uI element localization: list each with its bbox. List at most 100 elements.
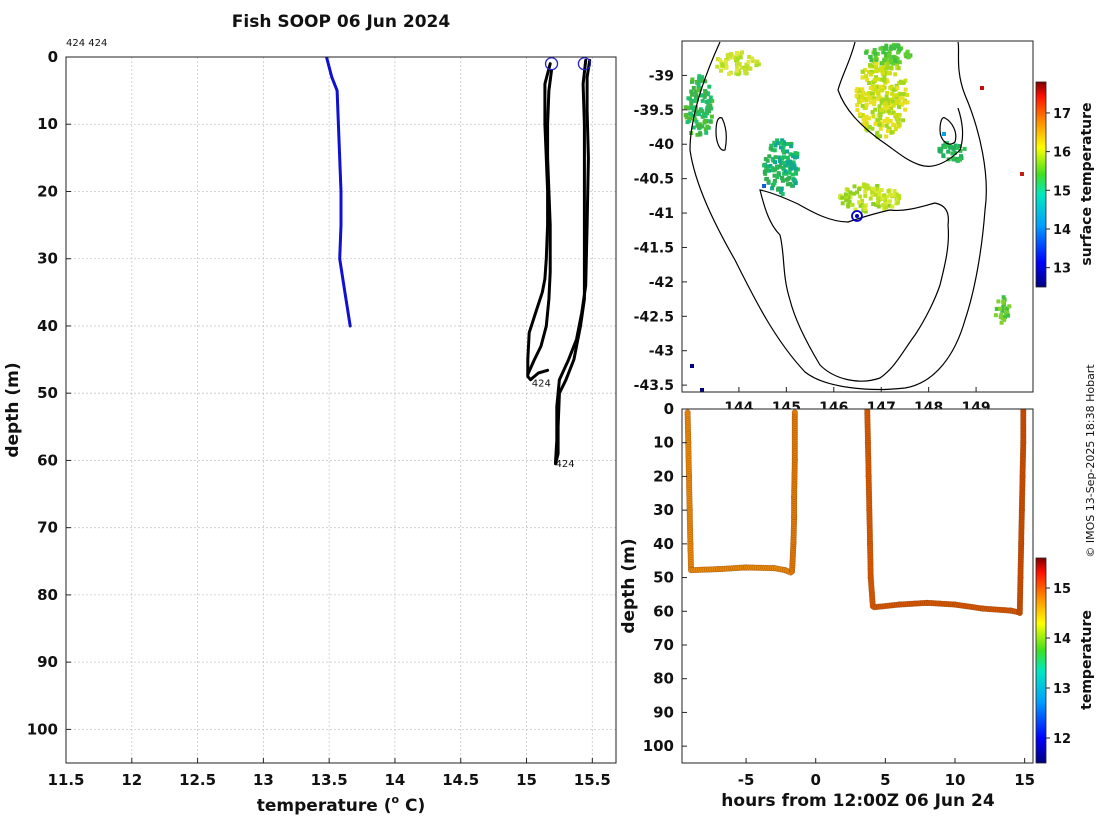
profile-x-tick-label: 11.5 — [47, 771, 84, 789]
sst-pixel — [861, 117, 866, 122]
sst-pixel — [710, 98, 715, 103]
sst-pixel — [886, 70, 891, 75]
profile-x-tick-label: 12 — [121, 771, 142, 789]
sst-pixel — [735, 51, 739, 55]
sst-pixel — [775, 175, 780, 179]
sst-pixel — [863, 96, 868, 101]
profile-end-label-1: 424 — [555, 459, 574, 470]
profile-x-axis-label-end: C) — [399, 796, 425, 816]
sst-pixel — [683, 105, 688, 110]
sst-pixel — [1002, 317, 1007, 322]
sst-pixel — [883, 57, 888, 62]
sst-pixel — [870, 192, 875, 197]
sst-pixel — [956, 158, 961, 163]
sst-pixel — [697, 122, 702, 127]
sst-pixel — [860, 198, 865, 203]
sst-pixel — [742, 67, 747, 72]
sst-pixel — [870, 189, 875, 194]
sst-pixel — [683, 113, 688, 118]
sst-pixel — [747, 66, 752, 71]
sst-pixel — [699, 93, 704, 98]
profile-x-ticks: 11.5 12 12.5 13 13.5 14 14.5 15 15.5 — [47, 758, 611, 789]
sst-pixel — [703, 92, 708, 97]
map-axes-frame — [681, 40, 1034, 393]
sst-pixel — [696, 86, 701, 91]
sst-pixel — [897, 47, 902, 52]
sst-pixel — [884, 66, 889, 71]
sst-pixel — [898, 92, 903, 97]
sst-pixel — [863, 209, 868, 214]
sst-pixel — [702, 120, 707, 125]
sst-pixel — [1004, 309, 1009, 314]
sst-pixel — [880, 88, 885, 93]
sst-pixel — [901, 80, 906, 85]
sst-pixel — [777, 155, 782, 160]
sst-pixel — [953, 143, 958, 148]
sst-pixel — [793, 168, 798, 173]
sst-pixel — [898, 101, 903, 106]
sst-pixel — [860, 90, 865, 95]
vessel-position-marker-inner — [855, 214, 859, 218]
profile-y-tick-label: 70 — [37, 519, 58, 537]
sst-pixel — [898, 79, 903, 84]
sst-pixel — [854, 94, 859, 98]
sst-pixel — [780, 178, 785, 183]
sst-pixel — [703, 79, 708, 84]
sst-pixels — [683, 42, 1024, 392]
mainland-coast — [837, 41, 964, 167]
sst-pixel — [789, 144, 794, 149]
sst-pixel — [877, 190, 881, 195]
sst-pixel — [1003, 315, 1007, 320]
sst-pixel — [793, 166, 798, 171]
profile-x-axis-label-base: temperature ( — [257, 796, 392, 816]
sst-pixel — [694, 95, 698, 100]
sst-pixel — [905, 92, 910, 97]
sst-pixel — [884, 51, 889, 56]
sst-pixel — [1001, 295, 1006, 300]
sst-pixel — [693, 90, 698, 94]
sst-pixel — [709, 114, 714, 119]
sst-pixel — [885, 116, 890, 121]
sst-pixel — [980, 86, 984, 90]
sst-pixel — [779, 140, 784, 145]
profile-y-tick-label: 80 — [37, 586, 58, 604]
profile-start-marker-0 — [544, 57, 559, 71]
sst-pixel — [704, 130, 709, 135]
sst-pixel — [715, 64, 720, 69]
sst-pixel — [870, 96, 875, 100]
dt-y-axis-label: depth (m) — [619, 538, 639, 633]
sst-pixel — [843, 192, 848, 197]
sst-pixel — [776, 171, 781, 176]
sst-pixel — [767, 154, 772, 159]
sst-pixel — [770, 166, 775, 171]
sst-pixel — [858, 112, 862, 117]
sst-pixel — [874, 75, 879, 80]
colorbar-tick-label: 17 — [1053, 107, 1071, 122]
sst-pixel — [897, 196, 902, 201]
sst-pixel — [857, 88, 862, 93]
profile-x-axis-label-sup: o — [392, 793, 400, 806]
sst-pixel — [943, 145, 948, 149]
dt-x-tick-label: -5 — [738, 771, 755, 789]
sst-pixel — [735, 58, 740, 63]
sst-pixel — [881, 66, 886, 71]
sst-pixel — [872, 77, 877, 82]
sst-pixel — [1001, 300, 1006, 305]
sst-pixel — [883, 200, 888, 205]
dt-y-tick-label: 30 — [653, 501, 674, 519]
sst-pixel — [696, 88, 701, 93]
sst-pixel — [845, 187, 850, 192]
sst-pixel — [872, 98, 877, 103]
sst-pixel — [783, 169, 788, 174]
sst-pixel — [879, 107, 884, 112]
sst-pixel — [775, 165, 780, 170]
map-y-tick-label: -42 — [649, 275, 674, 291]
sst-pixel — [703, 114, 708, 119]
sst-pixel — [879, 98, 884, 103]
sst-pixel — [785, 149, 789, 154]
dt-x-tick-label: 5 — [880, 771, 890, 789]
sst-pixel — [778, 145, 783, 150]
sst-pixel — [863, 207, 868, 211]
dt-x-tick-label: 0 — [810, 771, 820, 789]
sst-pixel — [867, 70, 871, 74]
